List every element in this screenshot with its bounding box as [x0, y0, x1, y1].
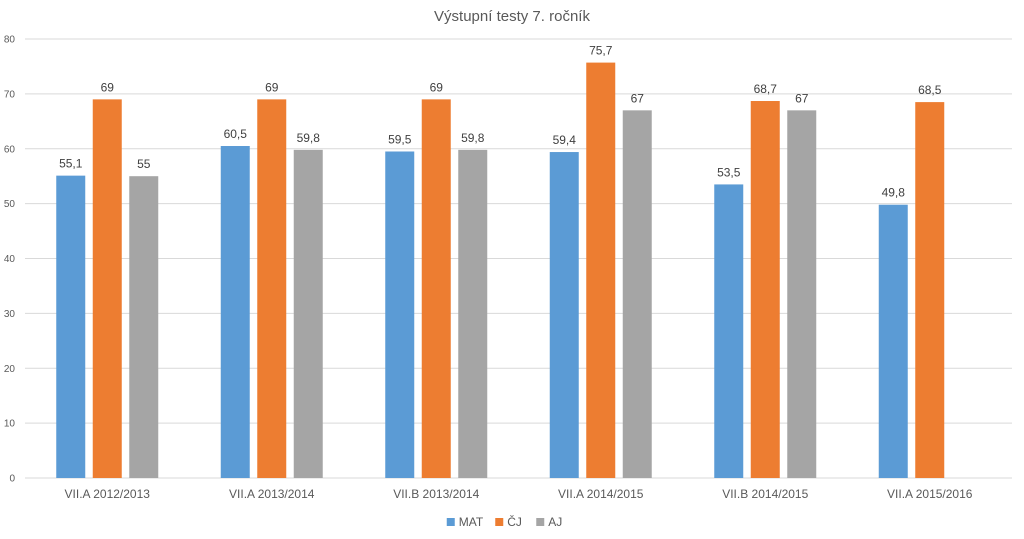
x-category-label: VII.A 2014/2015: [558, 487, 644, 501]
data-label: 69: [101, 80, 115, 94]
bar-j-1: [257, 99, 287, 479]
data-label: 53,5: [717, 165, 741, 179]
y-tick-label: 50: [4, 199, 16, 210]
x-axis-categories: VII.A 2012/2013 VII.A 2013/2014 VII.B 2013…: [65, 487, 973, 501]
data-label: 59,4: [553, 133, 577, 147]
data-label: 69: [265, 80, 279, 94]
y-tick-label: 10: [4, 419, 16, 430]
y-tick-label: 0: [9, 474, 15, 485]
bar-aj-1: [293, 149, 323, 478]
gridlines: [25, 38, 1012, 479]
legend-label: AJ: [548, 515, 562, 529]
data-label: 59,5: [388, 132, 412, 146]
x-category-label: VII.B 2013/2014: [393, 487, 479, 501]
bar-aj-0: [129, 176, 159, 478]
y-tick-label: 70: [4, 89, 16, 100]
data-label: 60,5: [224, 127, 248, 141]
bar-mat-3: [549, 152, 579, 479]
bar-mat-0: [56, 175, 86, 479]
data-label: 67: [631, 91, 645, 105]
y-axis-ticks: 0 10 20 30 40 50 60 70 80: [4, 35, 16, 485]
bar-mat-4: [714, 184, 744, 478]
bar-mat-1: [220, 146, 250, 478]
bar-mat-5: [878, 204, 908, 478]
y-tick-label: 80: [4, 35, 16, 46]
y-tick-label: 60: [4, 144, 16, 155]
y-tick-label: 20: [4, 364, 16, 375]
y-tick-label: 30: [4, 309, 16, 320]
data-label: 75,7: [589, 44, 613, 58]
data-label: 59,8: [461, 131, 485, 145]
data-label: 55,1: [59, 157, 83, 171]
bar-aj-4: [787, 110, 817, 479]
x-category-label: VII.A 2015/2016: [887, 487, 973, 501]
data-label: 55: [137, 157, 151, 171]
chart-title: Výstupní testy 7. ročník: [434, 8, 590, 25]
legend-swatch: [495, 518, 504, 526]
legend-label: ČJ: [507, 514, 522, 529]
bar-aj-2: [458, 149, 488, 478]
bar-mat-2: [385, 151, 415, 478]
data-label: 68,7: [754, 82, 778, 96]
bar-j-0: [92, 99, 122, 479]
legend: MAT ČJ AJ: [446, 514, 562, 529]
x-category-label: VII.A 2012/2013: [65, 487, 151, 501]
data-label: 67: [795, 91, 809, 105]
bar-j-4: [750, 101, 780, 478]
legend-swatch: [446, 518, 455, 526]
bars: [56, 62, 945, 479]
data-labels: 55,1 69 55 60,5 69 59,8 59,5 69 59,8 59,4 75,7 67 53…: [59, 44, 942, 200]
x-category-label: VII.A 2013/2014: [229, 487, 315, 501]
x-category-label: VII.B 2014/2015: [722, 487, 808, 501]
data-label: 69: [430, 80, 444, 94]
legend-label: MAT: [459, 515, 484, 529]
bar-aj-3: [622, 110, 652, 479]
legend-swatch: [536, 518, 545, 526]
bar-j-2: [421, 99, 451, 479]
y-tick-label: 40: [4, 254, 16, 265]
bar-j-5: [915, 102, 945, 478]
bar-j-3: [586, 62, 616, 478]
data-label: 49,8: [882, 186, 906, 200]
data-label: 59,8: [297, 131, 321, 145]
data-label: 68,5: [918, 83, 942, 97]
